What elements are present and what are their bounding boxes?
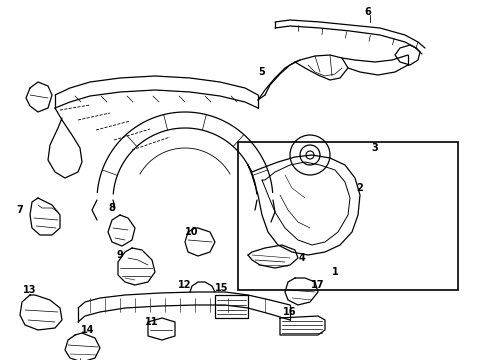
Text: 15: 15 bbox=[215, 283, 229, 293]
Text: 13: 13 bbox=[23, 285, 37, 295]
Text: 8: 8 bbox=[109, 203, 116, 213]
Text: 17: 17 bbox=[311, 280, 325, 290]
Text: 16: 16 bbox=[283, 307, 297, 317]
Text: 14: 14 bbox=[81, 325, 95, 335]
Text: 11: 11 bbox=[145, 317, 159, 327]
Text: 5: 5 bbox=[259, 67, 266, 77]
Text: 6: 6 bbox=[365, 7, 371, 17]
Text: 3: 3 bbox=[371, 143, 378, 153]
Text: 1: 1 bbox=[332, 267, 339, 277]
Text: 2: 2 bbox=[357, 183, 364, 193]
Text: 10: 10 bbox=[185, 227, 199, 237]
Text: 4: 4 bbox=[298, 253, 305, 263]
Text: 9: 9 bbox=[117, 250, 123, 260]
Text: 7: 7 bbox=[17, 205, 24, 215]
Text: 12: 12 bbox=[178, 280, 192, 290]
Bar bbox=[238, 142, 458, 290]
